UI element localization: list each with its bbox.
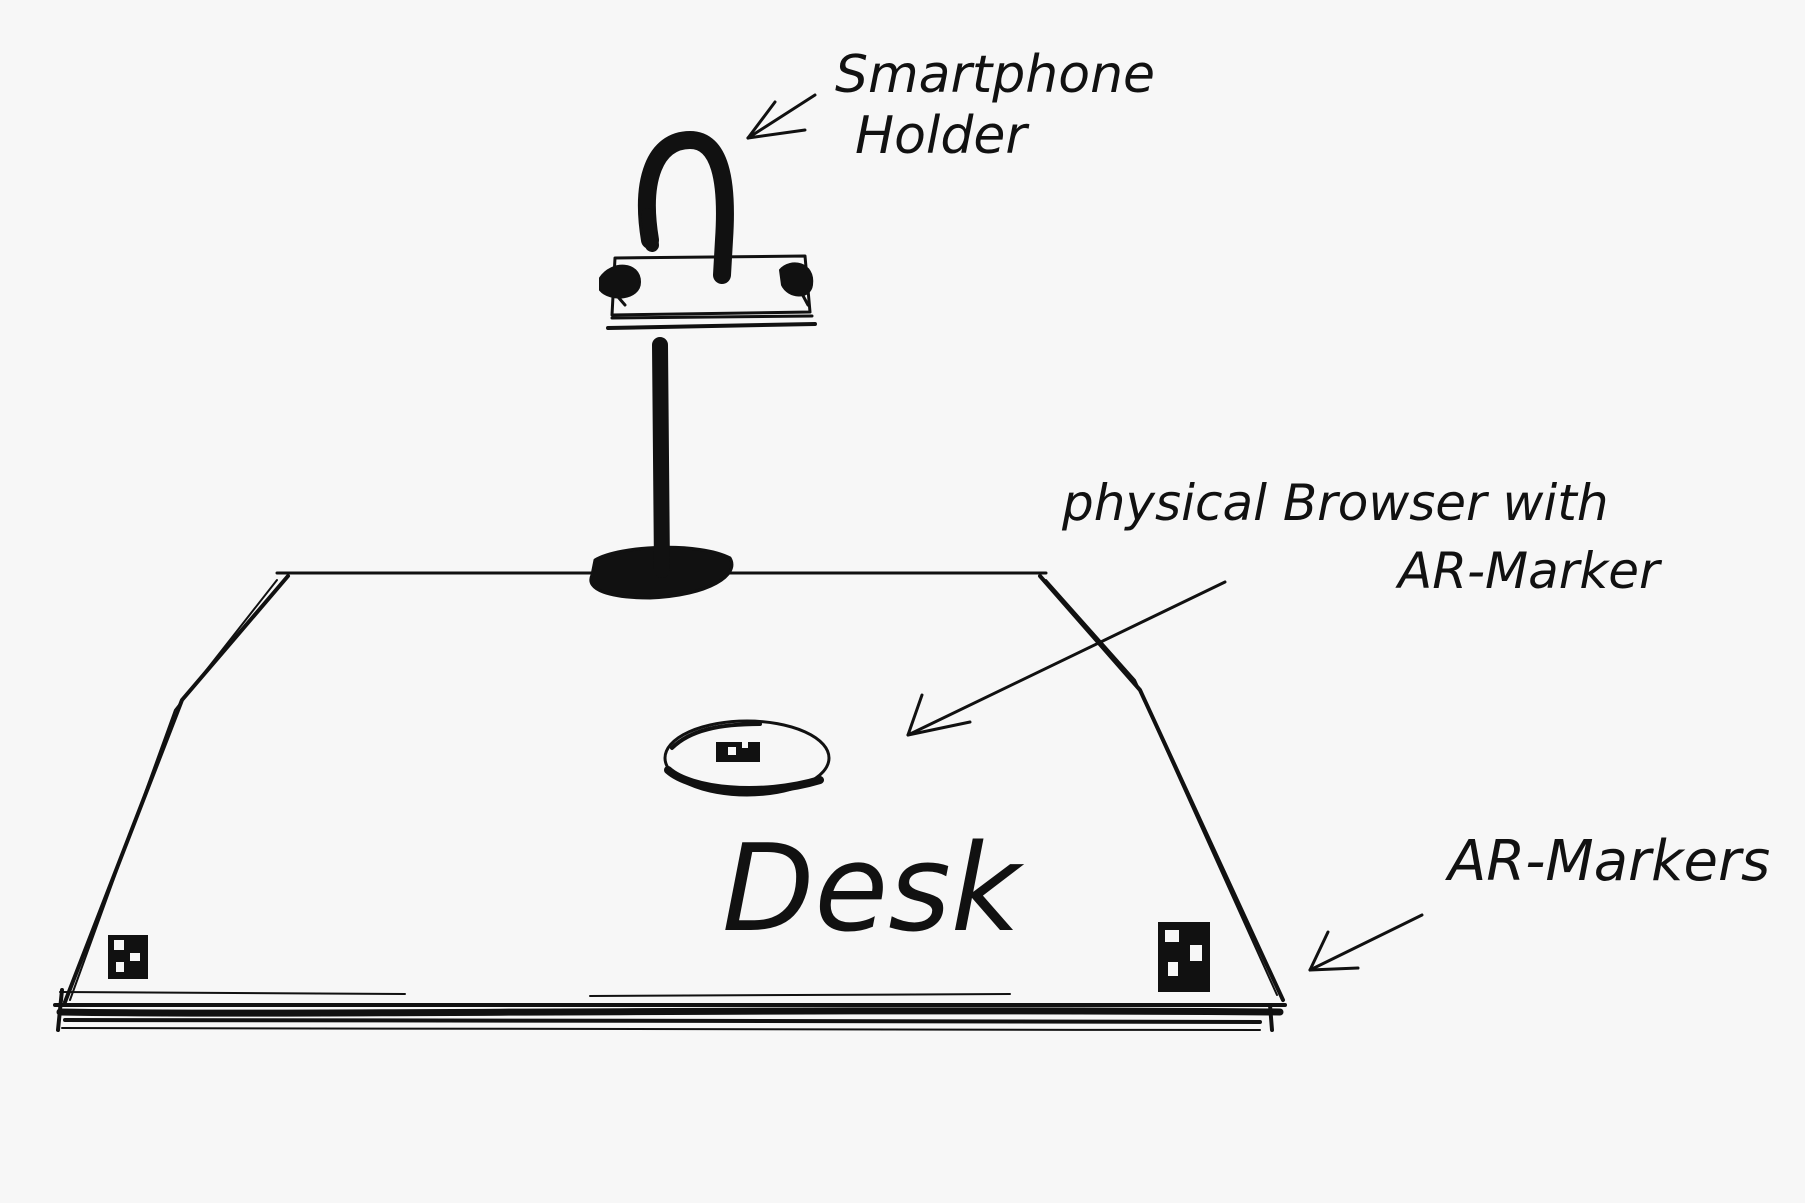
desk-left-edge [63, 574, 290, 1004]
holder-knob-right [779, 262, 814, 297]
label-desk: Desk [722, 820, 1025, 959]
arrows [746, 93, 1424, 972]
label-ar-markers: AR-Markers [1445, 829, 1770, 894]
puck-ar-marker [716, 742, 760, 762]
holder-knob-left [599, 264, 641, 299]
desk [53, 571, 1287, 1032]
arrow-smartphone-holder [746, 93, 817, 140]
label-browser-line1: physical Browser with [1061, 474, 1609, 532]
desk-ar-marker-right [1158, 922, 1210, 992]
label-browser-line2: AR-Marker [1395, 542, 1663, 600]
physical-browser-puck [663, 719, 831, 797]
holder-pole [652, 337, 670, 578]
smartphone-holder [589, 131, 817, 600]
label-smartphone-line2: Holder [855, 106, 1030, 166]
label-smartphone-line1: Smartphone [835, 45, 1155, 105]
holder-clamp [610, 254, 812, 317]
arrow-ar-markers [1308, 913, 1424, 972]
labels: Smartphone Holder physical Browser with … [722, 45, 1770, 959]
holder-arch [638, 131, 734, 284]
desk-ar-marker-left [108, 935, 148, 979]
arrow-physical-browser [906, 580, 1227, 737]
